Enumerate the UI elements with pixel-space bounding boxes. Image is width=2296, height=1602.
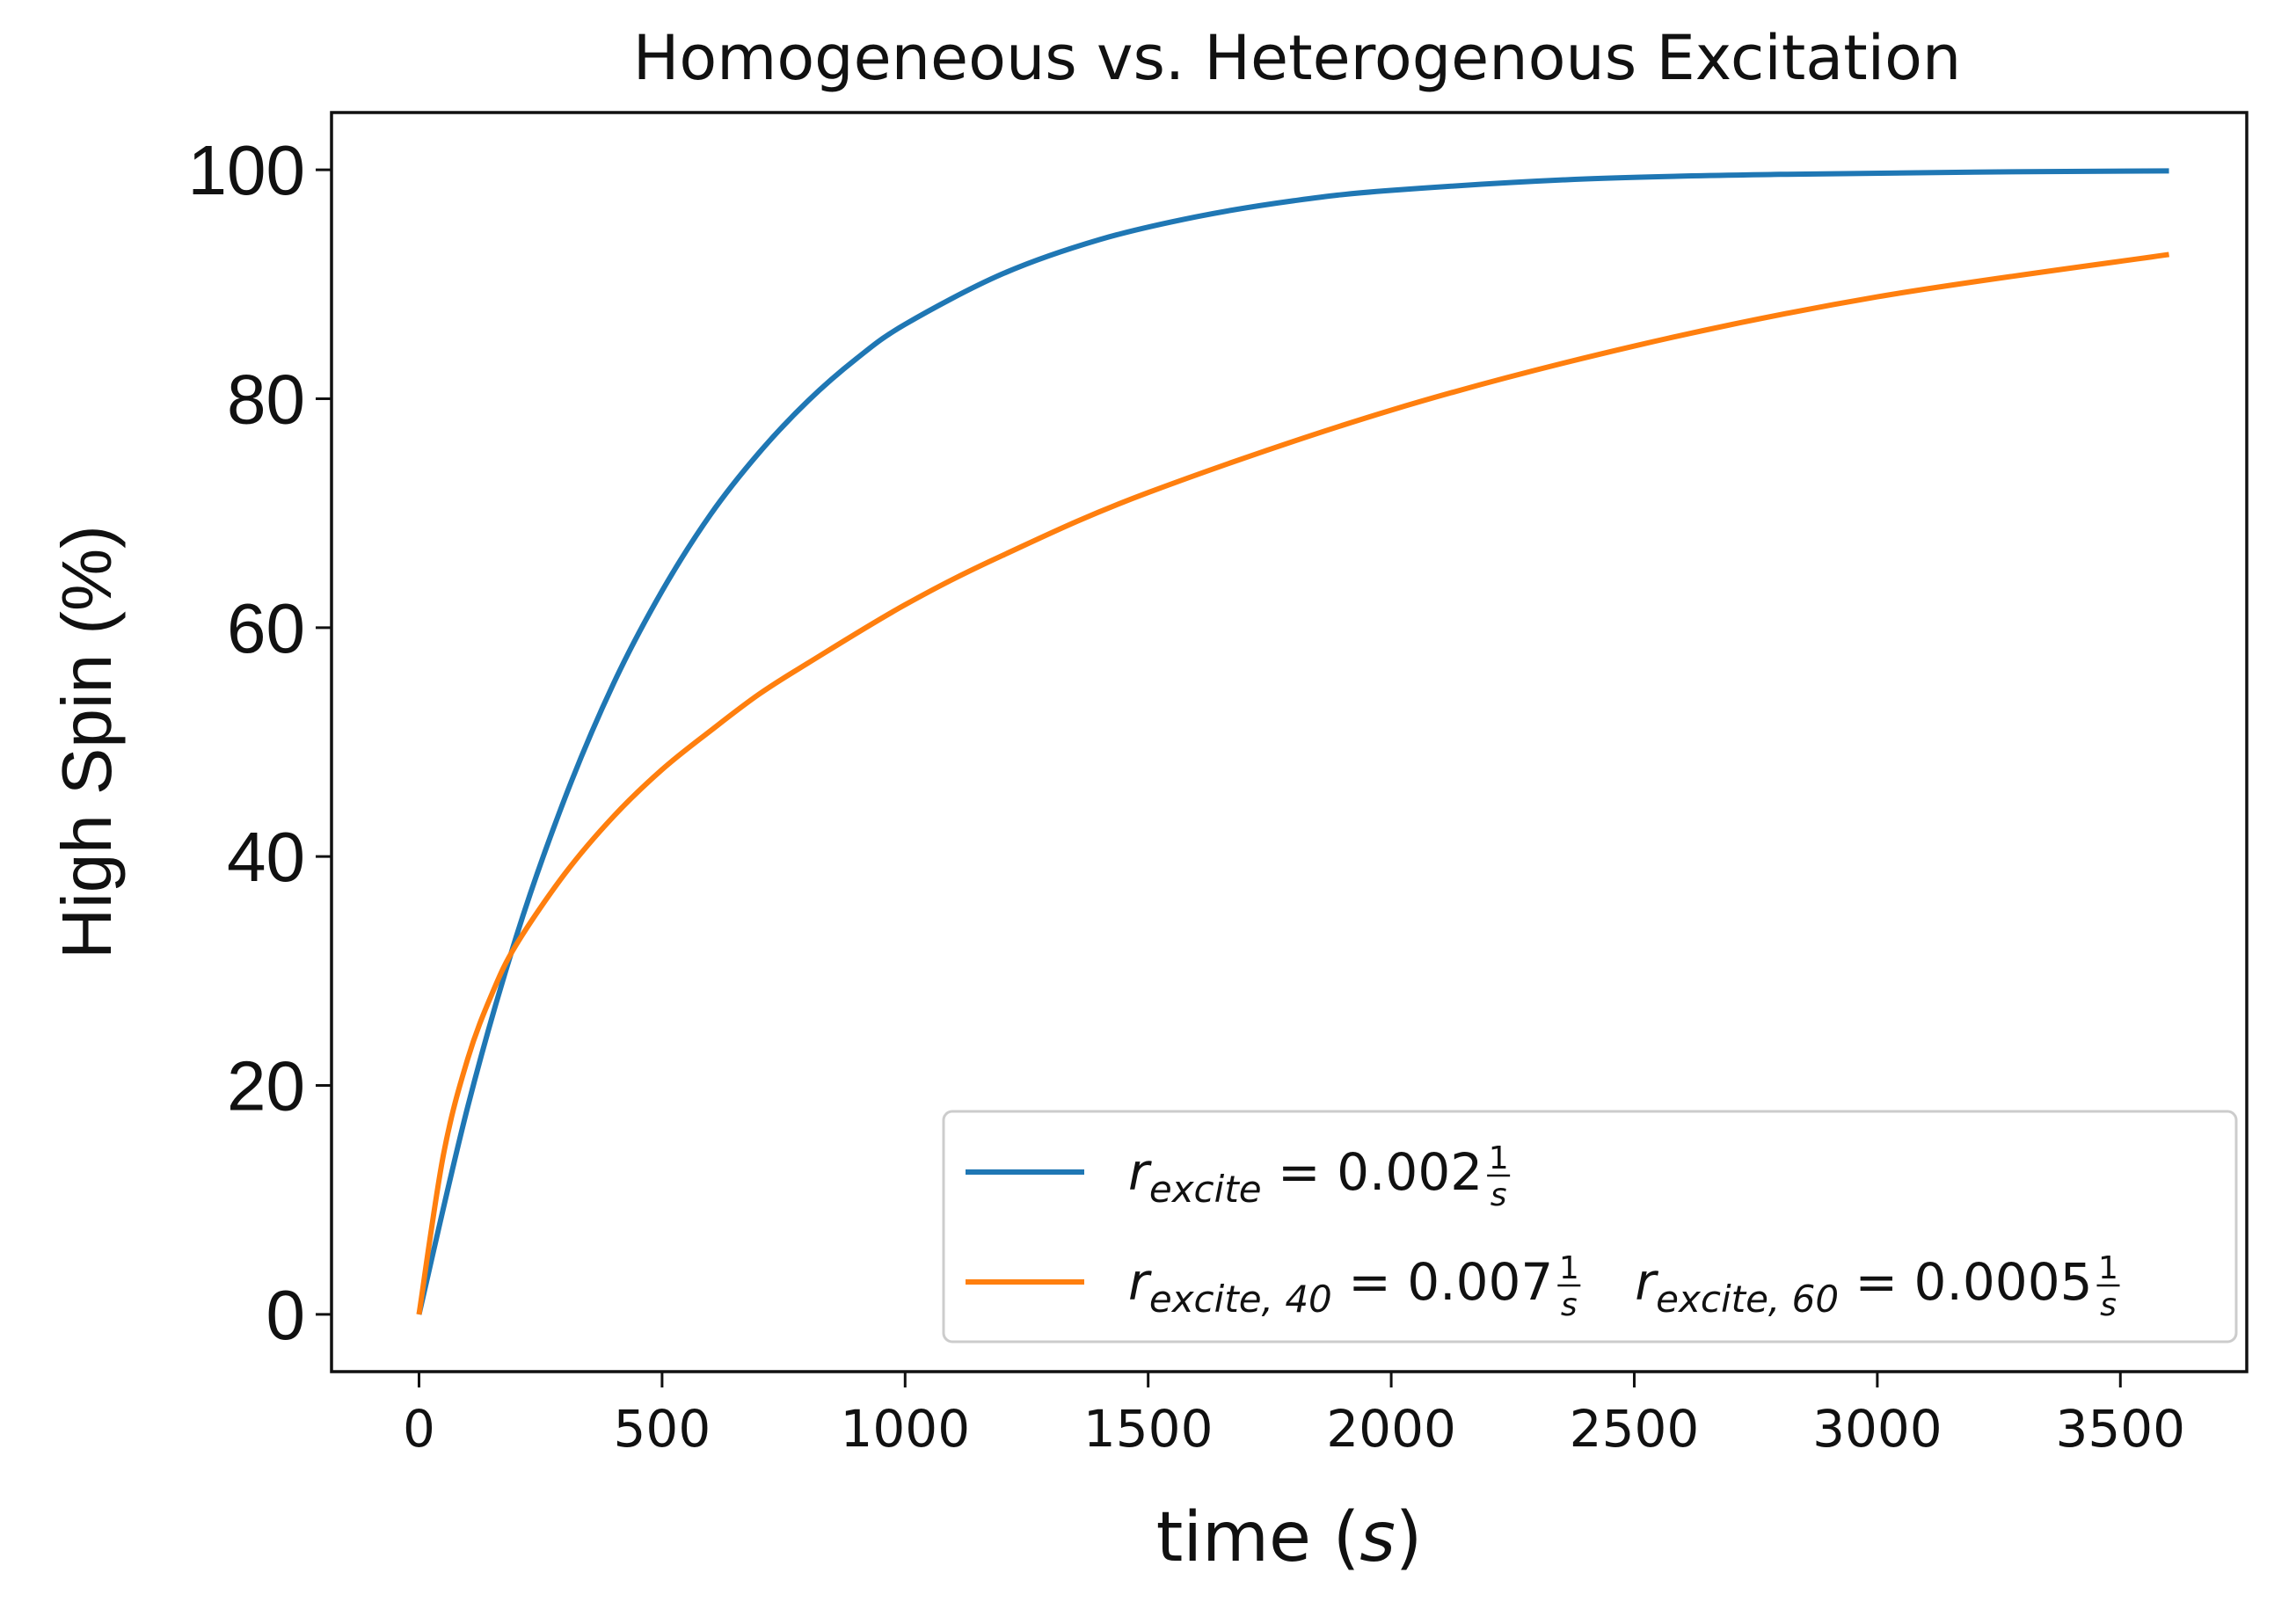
legend-label: rexcite = 0.002 [1128, 1142, 1483, 1211]
y-tick-label: 60 [227, 589, 305, 667]
x-axis-label-close: ) [1396, 1498, 1422, 1577]
x-tick-label: 3500 [2055, 1399, 2185, 1459]
x-tick-label: 1500 [1083, 1399, 1214, 1459]
legend-frac-num: 1 [1559, 1250, 1579, 1286]
x-tick-label: 500 [614, 1399, 711, 1459]
chart-title: Homogeneous vs. Heterogenous Excitation [633, 22, 1962, 94]
x-tick-label: 3000 [1812, 1399, 1942, 1459]
series-layer [416, 168, 2169, 1315]
x-axis-label-unit: s [1359, 1498, 1396, 1577]
y-tick-label: 80 [227, 360, 305, 438]
legend-frac-num: 1 [2098, 1250, 2118, 1286]
legend-label: rexcite, 40 = 0.007 [1128, 1252, 1553, 1321]
legend-frac-den: s [1561, 1287, 1578, 1323]
series-line-2 [416, 251, 2169, 1315]
legend-frac-den: s [2100, 1287, 2117, 1323]
plot-frame [330, 111, 2249, 1373]
legend-frac-num: 1 [1489, 1140, 1509, 1176]
y-tick-label: 100 [188, 131, 305, 209]
series-line-1 [416, 168, 2169, 1315]
legend-box [942, 1110, 2238, 1343]
x-tick-label: 1000 [840, 1399, 970, 1459]
x-tick-label: 2500 [1570, 1399, 1700, 1459]
x-tick-label: 0 [403, 1399, 435, 1459]
x-tick-label: 2000 [1326, 1399, 1456, 1459]
y-axis-label: High Spin (%) [47, 525, 126, 959]
x-axis-label-text: time ( [1156, 1498, 1359, 1577]
y-tick-label: 20 [227, 1047, 305, 1125]
legend-frac-den: s [1491, 1177, 1507, 1213]
x-axis-label: time (s) [1156, 1498, 1423, 1577]
y-tick-label: 40 [227, 818, 305, 896]
legend-label: rexcite, 60 = 0.0005 [1635, 1252, 2092, 1321]
y-tick-label: 0 [266, 1276, 306, 1354]
